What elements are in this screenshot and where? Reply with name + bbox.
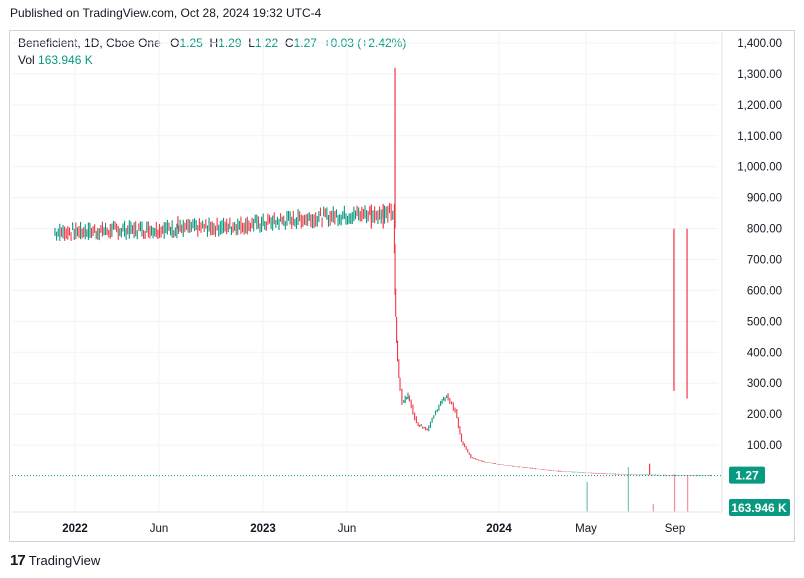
x-tick-label: 2022 [62, 523, 88, 535]
x-tick-label: 2023 [250, 523, 276, 535]
x-axis: 2022 Jun 2023 Jun 2024 May Sep [62, 523, 685, 535]
x-tick-label: Jun [150, 523, 169, 535]
volume-bars [586, 467, 689, 512]
volume-bar [673, 474, 676, 512]
published-caption: Published on TradingView.com, Oct 28, 20… [10, 6, 322, 20]
y-tick-label: 300.00 [747, 378, 782, 390]
x-tick-label: Sep [665, 523, 685, 535]
last-price-badge [729, 466, 765, 484]
volume-bar [652, 504, 654, 512]
y-tick-label: 1,100.00 [737, 131, 782, 143]
x-tick-label: Jun [338, 523, 357, 535]
volume-bar [586, 482, 588, 512]
y-tick-label: 500.00 [747, 316, 782, 328]
vol-value: 163.946 K [38, 53, 93, 67]
chart-frame [9, 30, 795, 542]
y-axis: 1,400.00 1,300.00 1,200.00 1,100.00 1,000.00… [12, 32, 782, 513]
y-tick-label: 100.00 [747, 440, 782, 452]
vol-label: Vol [18, 53, 35, 67]
y-tick-label: 700.00 [747, 255, 782, 267]
tradingview-logo[interactable]: 17 TradingView [10, 552, 100, 569]
volume-badge-text: 163.946 K [731, 501, 787, 515]
volume-badge [729, 499, 790, 516]
y-tick-label: 1,000.00 [737, 162, 782, 174]
tv-logo-icon: 17 [10, 552, 26, 569]
x-tick-label: May [575, 523, 597, 535]
y-tick-label: 200.00 [747, 409, 782, 421]
y-tick-label: 800.00 [747, 224, 782, 236]
y-tick-label: 1,200.00 [737, 100, 782, 112]
price-series [54, 67, 711, 477]
y-tick-label: 900.00 [747, 193, 782, 205]
volume-bar [687, 476, 689, 512]
volume-bar [627, 467, 629, 512]
y-tick-label: 1,300.00 [737, 69, 782, 81]
logo-text: TradingView [28, 553, 101, 568]
axis-badges: 1.27 163.946 K [12, 466, 790, 516]
x-tick-label: 2024 [486, 523, 512, 535]
y-tick-label: 400.00 [747, 347, 782, 359]
volume-row: Vol 163.946 K [18, 52, 406, 69]
grid-lines [12, 32, 718, 512]
y-tick-label: 600.00 [747, 285, 782, 297]
y-tick-label: 1,400.00 [737, 38, 782, 50]
last-price-text: 1.27 [735, 469, 759, 483]
